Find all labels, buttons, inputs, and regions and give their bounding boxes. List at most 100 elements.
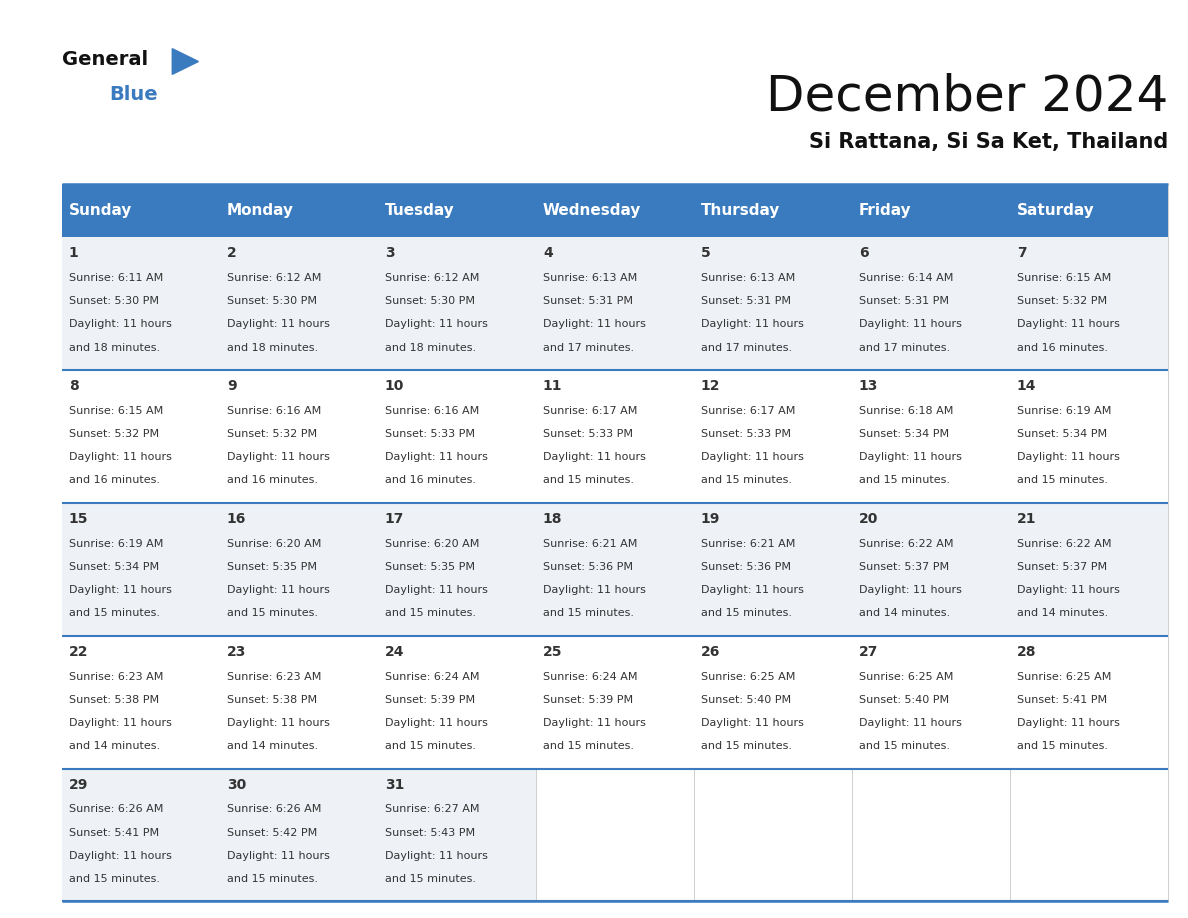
Text: Daylight: 11 hours: Daylight: 11 hours (1017, 453, 1120, 462)
Text: 13: 13 (859, 379, 878, 393)
Text: Sunset: 5:33 PM: Sunset: 5:33 PM (543, 429, 633, 439)
Text: and 16 minutes.: and 16 minutes. (1017, 342, 1108, 353)
Text: December 2024: December 2024 (765, 73, 1168, 120)
Text: and 15 minutes.: and 15 minutes. (227, 609, 318, 619)
Text: Daylight: 11 hours: Daylight: 11 hours (227, 718, 330, 728)
Text: and 17 minutes.: and 17 minutes. (543, 342, 634, 353)
Text: Sunset: 5:32 PM: Sunset: 5:32 PM (69, 429, 159, 439)
Bar (694, 370, 852, 503)
Text: Sunrise: 6:15 AM: Sunrise: 6:15 AM (1017, 273, 1111, 283)
Text: and 16 minutes.: and 16 minutes. (227, 476, 318, 486)
Text: and 14 minutes.: and 14 minutes. (69, 742, 160, 751)
Text: Sunrise: 6:23 AM: Sunrise: 6:23 AM (69, 671, 163, 681)
Text: Saturday: Saturday (1017, 203, 1094, 218)
Text: and 18 minutes.: and 18 minutes. (69, 342, 160, 353)
Text: Sunday: Sunday (69, 203, 132, 218)
Text: Daylight: 11 hours: Daylight: 11 hours (69, 319, 172, 330)
Bar (694, 184, 852, 237)
Bar (852, 184, 1010, 237)
Bar (378, 503, 536, 635)
Text: Sunrise: 6:17 AM: Sunrise: 6:17 AM (701, 406, 795, 416)
Text: Sunset: 5:32 PM: Sunset: 5:32 PM (227, 429, 317, 439)
Text: Sunrise: 6:21 AM: Sunrise: 6:21 AM (543, 539, 637, 549)
Bar (378, 768, 536, 901)
Text: Sunrise: 6:18 AM: Sunrise: 6:18 AM (859, 406, 953, 416)
Text: Daylight: 11 hours: Daylight: 11 hours (385, 319, 488, 330)
Text: Sunset: 5:36 PM: Sunset: 5:36 PM (543, 562, 633, 572)
Bar (378, 635, 536, 768)
Bar (1010, 635, 1168, 768)
Text: 19: 19 (701, 512, 720, 526)
Text: Daylight: 11 hours: Daylight: 11 hours (69, 851, 172, 861)
Text: Daylight: 11 hours: Daylight: 11 hours (227, 319, 330, 330)
Text: Sunset: 5:33 PM: Sunset: 5:33 PM (701, 429, 791, 439)
Text: 23: 23 (227, 645, 246, 659)
Text: Wednesday: Wednesday (543, 203, 642, 218)
Bar (1010, 370, 1168, 503)
Text: 4: 4 (543, 246, 552, 260)
Text: Daylight: 11 hours: Daylight: 11 hours (385, 718, 488, 728)
Text: Daylight: 11 hours: Daylight: 11 hours (543, 453, 646, 462)
Bar (536, 635, 694, 768)
Text: Daylight: 11 hours: Daylight: 11 hours (385, 851, 488, 861)
Text: Sunset: 5:40 PM: Sunset: 5:40 PM (701, 695, 791, 705)
Bar (62, 768, 220, 901)
Text: Daylight: 11 hours: Daylight: 11 hours (385, 585, 488, 595)
Text: Sunset: 5:38 PM: Sunset: 5:38 PM (227, 695, 317, 705)
Text: 1: 1 (69, 246, 78, 260)
Text: Sunset: 5:31 PM: Sunset: 5:31 PM (701, 296, 791, 306)
Bar (378, 237, 536, 370)
Text: Sunrise: 6:22 AM: Sunrise: 6:22 AM (1017, 539, 1112, 549)
Text: Daylight: 11 hours: Daylight: 11 hours (1017, 319, 1120, 330)
Bar (852, 503, 1010, 635)
Text: Sunrise: 6:14 AM: Sunrise: 6:14 AM (859, 273, 953, 283)
Text: 11: 11 (543, 379, 562, 393)
Text: Sunrise: 6:13 AM: Sunrise: 6:13 AM (543, 273, 637, 283)
Bar (852, 370, 1010, 503)
Bar (536, 370, 694, 503)
Text: Blue: Blue (109, 85, 158, 105)
Text: Sunrise: 6:20 AM: Sunrise: 6:20 AM (385, 539, 479, 549)
Text: Daylight: 11 hours: Daylight: 11 hours (859, 453, 962, 462)
Text: Daylight: 11 hours: Daylight: 11 hours (859, 718, 962, 728)
Text: and 15 minutes.: and 15 minutes. (543, 476, 634, 486)
Bar (62, 184, 220, 237)
Text: and 15 minutes.: and 15 minutes. (701, 476, 792, 486)
Text: 21: 21 (1017, 512, 1036, 526)
Bar (220, 370, 378, 503)
Text: Monday: Monday (227, 203, 293, 218)
Text: 5: 5 (701, 246, 710, 260)
Text: 9: 9 (227, 379, 236, 393)
Text: Sunset: 5:42 PM: Sunset: 5:42 PM (227, 828, 317, 838)
Text: Sunset: 5:30 PM: Sunset: 5:30 PM (385, 296, 475, 306)
Text: Friday: Friday (859, 203, 911, 218)
Text: Sunset: 5:30 PM: Sunset: 5:30 PM (227, 296, 317, 306)
Text: Daylight: 11 hours: Daylight: 11 hours (543, 319, 646, 330)
Text: 10: 10 (385, 379, 404, 393)
Bar (220, 184, 378, 237)
Text: Sunset: 5:38 PM: Sunset: 5:38 PM (69, 695, 159, 705)
Bar (1010, 237, 1168, 370)
Text: and 15 minutes.: and 15 minutes. (859, 476, 950, 486)
Text: Daylight: 11 hours: Daylight: 11 hours (543, 585, 646, 595)
Text: Sunset: 5:31 PM: Sunset: 5:31 PM (543, 296, 633, 306)
Text: Sunset: 5:43 PM: Sunset: 5:43 PM (385, 828, 475, 838)
Text: Sunset: 5:35 PM: Sunset: 5:35 PM (385, 562, 475, 572)
Text: Sunrise: 6:26 AM: Sunrise: 6:26 AM (69, 804, 163, 814)
Text: 25: 25 (543, 645, 562, 659)
Text: 6: 6 (859, 246, 868, 260)
Text: Sunrise: 6:17 AM: Sunrise: 6:17 AM (543, 406, 637, 416)
Text: Sunset: 5:41 PM: Sunset: 5:41 PM (69, 828, 159, 838)
Bar (1010, 184, 1168, 237)
Text: Sunrise: 6:25 AM: Sunrise: 6:25 AM (1017, 671, 1111, 681)
Text: Sunrise: 6:25 AM: Sunrise: 6:25 AM (701, 671, 795, 681)
Text: 28: 28 (1017, 645, 1036, 659)
Text: and 15 minutes.: and 15 minutes. (859, 742, 950, 751)
Text: 15: 15 (69, 512, 88, 526)
Text: Sunrise: 6:19 AM: Sunrise: 6:19 AM (69, 539, 163, 549)
Text: and 15 minutes.: and 15 minutes. (69, 609, 160, 619)
Text: Sunrise: 6:11 AM: Sunrise: 6:11 AM (69, 273, 163, 283)
Text: Daylight: 11 hours: Daylight: 11 hours (227, 851, 330, 861)
Text: Sunset: 5:31 PM: Sunset: 5:31 PM (859, 296, 949, 306)
Text: Sunrise: 6:21 AM: Sunrise: 6:21 AM (701, 539, 795, 549)
